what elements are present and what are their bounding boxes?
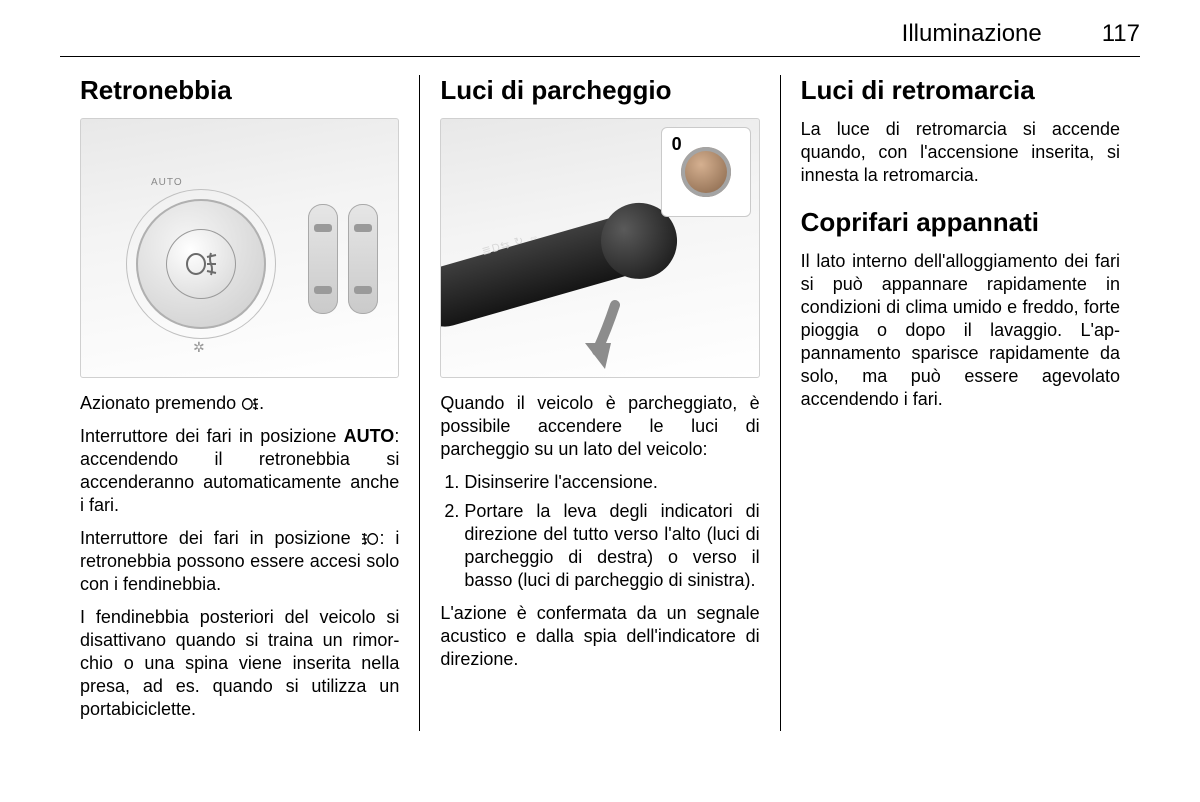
text: Interruttore dei fari in posizione <box>80 426 344 446</box>
page-header: Illuminazione 117 <box>60 20 1140 57</box>
thumbwheel-left <box>308 204 338 314</box>
arrow-down-icon <box>581 299 631 369</box>
text: Azionato premendo <box>80 393 241 413</box>
heading-retromarcia: Luci di retromarcia <box>801 75 1120 106</box>
header-page-number: 117 <box>1102 20 1140 48</box>
text: . <box>259 393 264 413</box>
step-2: Portare la leva degli indicatori di dire… <box>464 500 759 592</box>
ignition-inset: 0 <box>661 127 751 217</box>
retronebbia-p2: Interruttore dei fari in posizione AUTO:… <box>80 425 399 517</box>
parcheggio-p2: L'azione è confermata da un segnale acus… <box>440 602 759 671</box>
ignition-key-icon <box>681 147 731 197</box>
dial-auto-label: AUTO <box>151 177 183 188</box>
column-parcheggio: Luci di parcheggio ≣D⇆ ↻ ⇔ 0 <box>419 75 779 731</box>
front-fog-icon <box>361 532 379 546</box>
rear-fog-icon <box>241 397 259 411</box>
auto-bold: AUTO <box>344 426 395 446</box>
manual-page: Illuminazione 117 Retronebbia <box>0 0 1200 802</box>
coprifari-p1: Il lato interno dell'alloggiamento dei f… <box>801 250 1120 411</box>
retronebbia-p3: Interruttore dei fari in posizione : i r… <box>80 527 399 596</box>
header-section-name: Illuminazione <box>902 20 1042 48</box>
thumbwheel-right <box>348 204 378 314</box>
content-columns: Retronebbia AUTO ✲ <box>60 75 1140 731</box>
heading-parcheggio: Luci di parcheggio <box>440 75 759 106</box>
indicator-stalk <box>440 204 674 333</box>
figure-parking-stalk: ≣D⇆ ↻ ⇔ 0 <box>440 118 759 378</box>
brightness-icon: ✲ <box>193 339 205 356</box>
retronebbia-p1: Azionato premendo . <box>80 392 399 415</box>
figure-rear-fog-switch: AUTO ✲ <box>80 118 399 378</box>
text-before: Interruttore dei fari in posizione <box>80 528 361 548</box>
ignition-zero-label: 0 <box>672 134 682 155</box>
headlight-dial <box>136 199 266 329</box>
dial-center <box>166 229 236 299</box>
column-retromarcia: Luci di retromarcia La luce di retromarc… <box>780 75 1140 731</box>
parcheggio-p1: Quando il veicolo è parcheggiato, è poss… <box>440 392 759 461</box>
retromarcia-p1: La luce di retromarcia si accende quando… <box>801 118 1120 187</box>
heading-retronebbia: Retronebbia <box>80 75 399 106</box>
step-1: Disinserire l'accensione. <box>464 471 759 494</box>
retronebbia-p4: I fendinebbia posteriori del veicolo si … <box>80 606 399 721</box>
rear-fog-icon <box>184 251 218 277</box>
column-retronebbia: Retronebbia AUTO ✲ <box>60 75 419 731</box>
parcheggio-steps: Disinserire l'accensione. Portare la lev… <box>440 471 759 592</box>
heading-coprifari: Coprifari appannati <box>801 207 1120 238</box>
